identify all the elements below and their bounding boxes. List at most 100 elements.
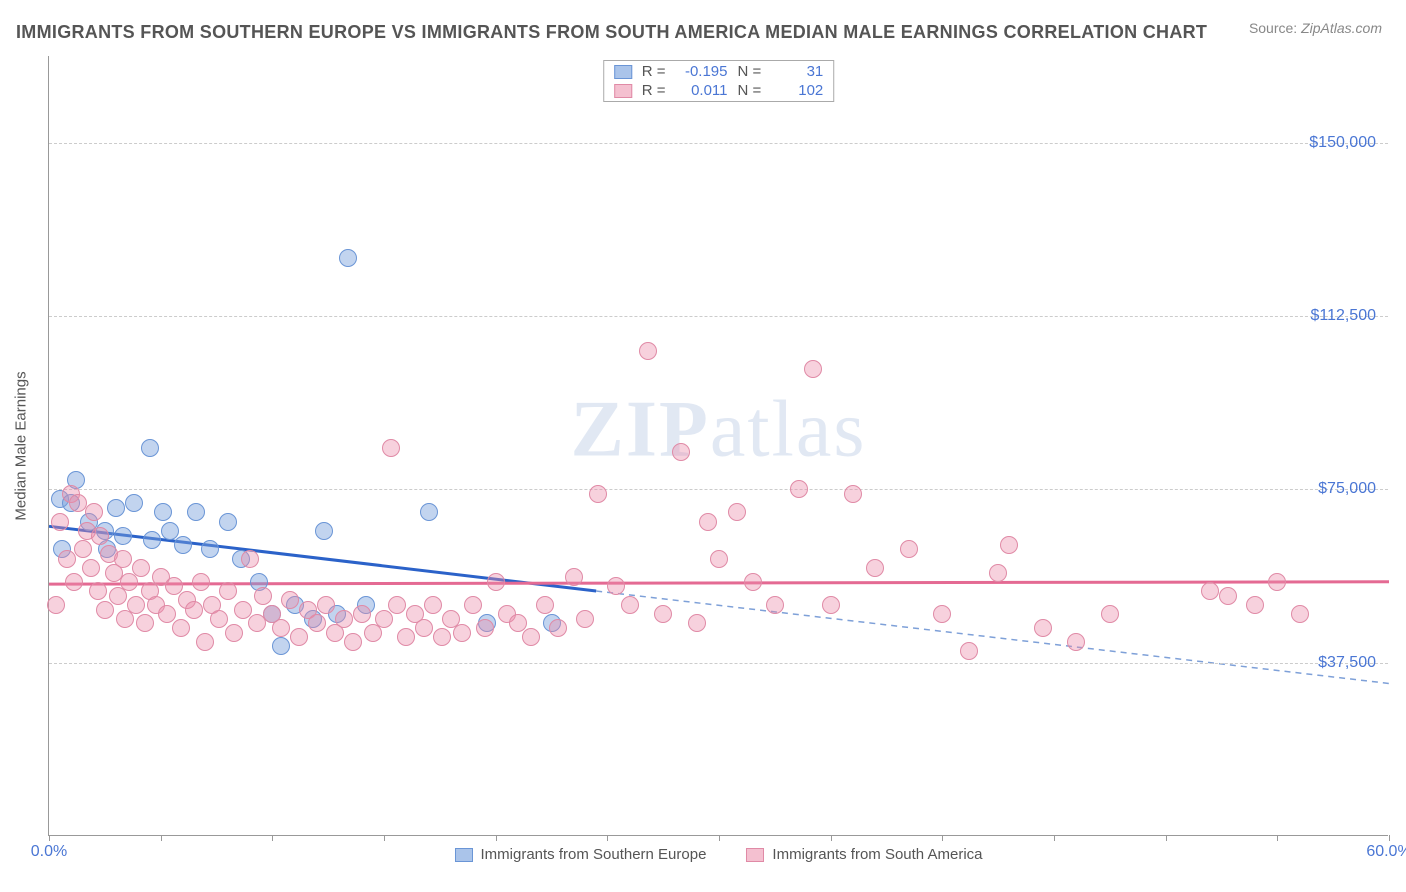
scatter-point-south-america xyxy=(1268,573,1286,591)
stat-n-value: 102 xyxy=(771,82,823,99)
watermark-bold: ZIP xyxy=(571,385,710,473)
scatter-point-southern-europe xyxy=(420,503,438,521)
scatter-point-south-america xyxy=(185,601,203,619)
stat-n-value: 31 xyxy=(771,63,823,80)
source-label: Source: xyxy=(1249,20,1297,36)
x-tick xyxy=(161,835,162,841)
source-value: ZipAtlas.com xyxy=(1301,20,1382,36)
scatter-point-south-america xyxy=(382,439,400,457)
scatter-point-south-america xyxy=(453,624,471,642)
scatter-point-south-america xyxy=(790,480,808,498)
legend-swatch xyxy=(454,848,472,862)
trendline-ext-southern-europe xyxy=(596,591,1389,683)
scatter-point-south-america xyxy=(132,559,150,577)
scatter-point-south-america xyxy=(900,540,918,558)
scatter-point-south-america xyxy=(1219,587,1237,605)
scatter-point-south-america xyxy=(96,601,114,619)
scatter-point-south-america xyxy=(51,513,69,531)
legend-label: Immigrants from South America xyxy=(772,846,982,863)
scatter-point-south-america xyxy=(89,582,107,600)
scatter-point-south-america xyxy=(196,633,214,651)
scatter-point-south-america xyxy=(639,342,657,360)
scatter-point-south-america xyxy=(688,614,706,632)
legend-swatch xyxy=(614,65,632,79)
stat-n-label: N = xyxy=(738,82,762,99)
y-tick-label: $37,500 xyxy=(1318,654,1376,672)
scatter-point-south-america xyxy=(424,596,442,614)
scatter-point-south-america xyxy=(728,503,746,521)
stat-r-label: R = xyxy=(642,63,666,80)
scatter-point-south-america xyxy=(136,614,154,632)
plot-area: Median Male Earnings ZIPatlas R =-0.195N… xyxy=(48,56,1388,836)
x-tick xyxy=(719,835,720,841)
scatter-point-south-america xyxy=(114,550,132,568)
x-tick xyxy=(1389,835,1390,841)
scatter-point-southern-europe xyxy=(107,499,125,517)
scatter-point-south-america xyxy=(74,540,92,558)
scatter-point-south-america xyxy=(744,573,762,591)
scatter-point-south-america xyxy=(82,559,100,577)
legend-item-south-america: Immigrants from South America xyxy=(746,846,982,863)
x-tick xyxy=(1277,835,1278,841)
scatter-point-south-america xyxy=(766,596,784,614)
scatter-point-south-america xyxy=(710,550,728,568)
legend-swatch xyxy=(746,848,764,862)
stats-legend: R =-0.195N =31R =0.011N =102 xyxy=(603,60,835,102)
scatter-point-south-america xyxy=(1246,596,1264,614)
scatter-point-south-america xyxy=(85,503,103,521)
x-tick xyxy=(1054,835,1055,841)
scatter-point-south-america xyxy=(1034,619,1052,637)
scatter-point-south-america xyxy=(219,582,237,600)
gridline-h xyxy=(49,316,1388,317)
scatter-point-south-america xyxy=(476,619,494,637)
stats-row-south-america: R = 0.011 N = 102 xyxy=(604,81,834,100)
stat-r-label: R = xyxy=(642,82,666,99)
trend-lines-layer xyxy=(49,56,1388,835)
x-tick-label: 60.0% xyxy=(1366,843,1406,861)
legend-label: Immigrants from Southern Europe xyxy=(480,846,706,863)
chart-title: IMMIGRANTS FROM SOUTHERN EUROPE VS IMMIG… xyxy=(16,22,1207,43)
scatter-point-southern-europe xyxy=(315,522,333,540)
x-tick xyxy=(942,835,943,841)
scatter-point-south-america xyxy=(589,485,607,503)
scatter-point-southern-europe xyxy=(339,249,357,267)
x-tick-label: 0.0% xyxy=(31,843,67,861)
scatter-point-southern-europe xyxy=(174,536,192,554)
scatter-point-south-america xyxy=(1291,605,1309,623)
scatter-point-south-america xyxy=(1000,536,1018,554)
scatter-point-southern-europe xyxy=(114,527,132,545)
scatter-point-south-america xyxy=(344,633,362,651)
y-tick-label: $112,500 xyxy=(1310,307,1376,325)
scatter-point-southern-europe xyxy=(154,503,172,521)
watermark: ZIPatlas xyxy=(571,384,867,475)
stat-r-value: 0.011 xyxy=(676,82,728,99)
scatter-point-southern-europe xyxy=(201,540,219,558)
legend-swatch xyxy=(614,84,632,98)
y-axis-title: Median Male Earnings xyxy=(13,371,30,520)
legend-item-southern-europe: Immigrants from Southern Europe xyxy=(454,846,706,863)
x-tick xyxy=(1166,835,1167,841)
scatter-point-south-america xyxy=(210,610,228,628)
scatter-point-south-america xyxy=(1101,605,1119,623)
y-tick-label: $75,000 xyxy=(1318,480,1376,498)
scatter-point-south-america xyxy=(866,559,884,577)
scatter-point-south-america xyxy=(464,596,482,614)
scatter-point-south-america xyxy=(375,610,393,628)
scatter-point-south-america xyxy=(487,573,505,591)
scatter-point-south-america xyxy=(127,596,145,614)
scatter-point-south-america xyxy=(1201,582,1219,600)
scatter-point-south-america xyxy=(335,610,353,628)
scatter-point-south-america xyxy=(654,605,672,623)
scatter-point-south-america xyxy=(172,619,190,637)
scatter-point-south-america xyxy=(65,573,83,591)
scatter-point-south-america xyxy=(1067,633,1085,651)
scatter-point-south-america xyxy=(549,619,567,637)
scatter-point-south-america xyxy=(576,610,594,628)
scatter-point-south-america xyxy=(822,596,840,614)
x-tick xyxy=(272,835,273,841)
scatter-point-south-america xyxy=(91,527,109,545)
scatter-point-south-america xyxy=(317,596,335,614)
scatter-point-south-america xyxy=(960,642,978,660)
scatter-point-south-america xyxy=(353,605,371,623)
x-tick xyxy=(496,835,497,841)
